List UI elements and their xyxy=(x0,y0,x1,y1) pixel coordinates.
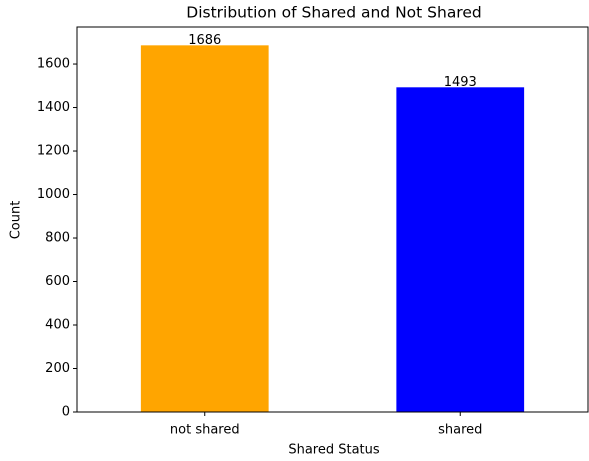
y-tick-label: 1600 xyxy=(37,57,70,72)
y-tick-label: 1000 xyxy=(37,187,70,202)
bar xyxy=(140,45,269,412)
y-axis-label: Count xyxy=(9,201,24,240)
y-tick-label: 400 xyxy=(45,318,70,333)
plot-frame xyxy=(76,26,589,413)
data-label: 1493 xyxy=(444,75,477,90)
x-tick-label: shared xyxy=(438,423,482,438)
x-axis-label: Shared Status xyxy=(288,443,380,458)
y-tick-label: 200 xyxy=(45,361,70,376)
y-tick-label: 0 xyxy=(62,405,70,420)
chart-title: Distribution of Shared and Not Shared xyxy=(186,4,481,22)
y-tick-label: 1400 xyxy=(37,100,70,115)
y-tick-label: 600 xyxy=(45,274,70,289)
data-label: 1686 xyxy=(188,33,221,48)
y-tick-label: 800 xyxy=(45,231,70,246)
y-tick-label: 1200 xyxy=(37,144,70,159)
bar xyxy=(396,87,525,412)
x-tick-label: not shared xyxy=(170,423,240,438)
